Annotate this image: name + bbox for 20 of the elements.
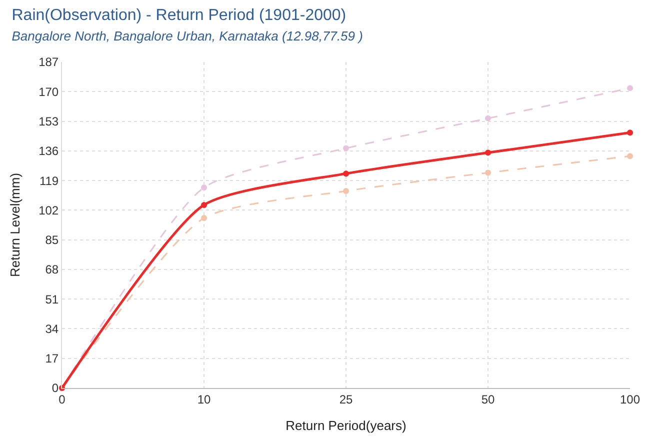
- y-tick-label: 17: [45, 352, 59, 366]
- y-tick-label: 136: [38, 144, 59, 158]
- y-tick-label: 119: [39, 174, 59, 188]
- x-tick-label: 100: [620, 392, 640, 406]
- x-tick-label: 25: [339, 392, 353, 406]
- x-axis-title: Return Period(years): [286, 418, 406, 433]
- y-tick-label: 187: [38, 55, 59, 70]
- y-tick-label: 0: [52, 381, 59, 396]
- y-tick-label: 85: [45, 233, 59, 248]
- y-tick-label: 68: [45, 262, 59, 277]
- y-axis-title: Return Level(mm): [8, 172, 23, 278]
- chart-subtitle: Bangalore North, Bangalore Urban, Karnataka (12.98,77.59 ): [12, 28, 363, 44]
- y-tick-label: 51: [45, 292, 59, 306]
- y-tick-label: 153: [38, 114, 59, 128]
- y-tick-label: 170: [38, 84, 59, 99]
- y-tick-label: 102: [38, 203, 59, 218]
- x-tick-label: 10: [197, 392, 211, 406]
- chart-title: Rain(Observation) - Return Period (1901-2000): [12, 6, 346, 24]
- x-tick-label: 50: [481, 392, 495, 406]
- y-tick-label: 34: [45, 322, 59, 336]
